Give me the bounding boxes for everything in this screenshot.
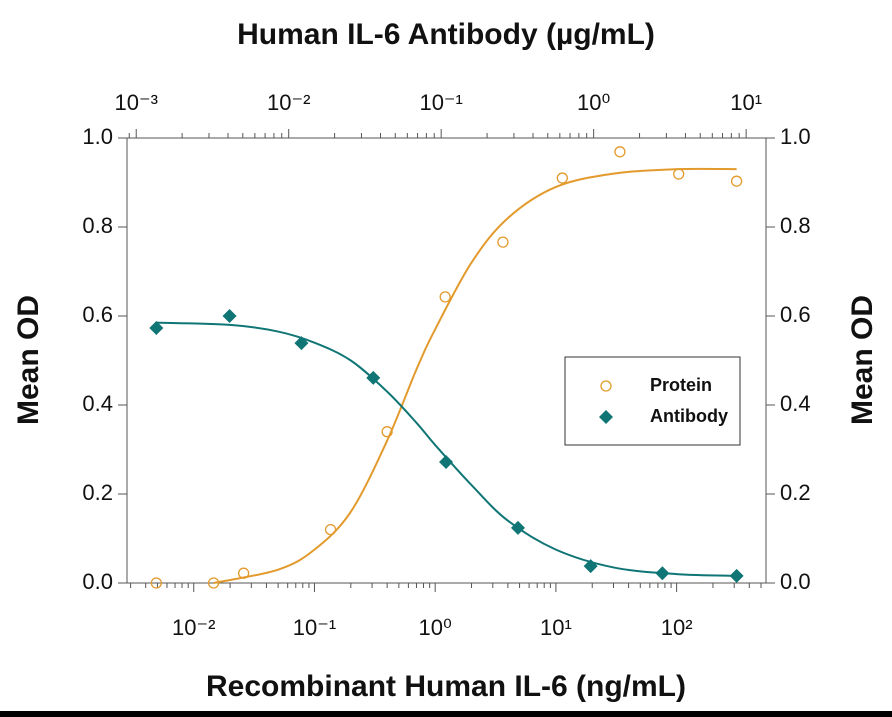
- point: [324, 523, 337, 536]
- y-tick-label: 0.0: [82, 569, 113, 594]
- legend-label: Protein: [650, 375, 712, 395]
- bottom-bar: [0, 711, 892, 717]
- y2-tick-label: 0.6: [780, 302, 811, 327]
- y2-axis-title: Mean OD: [846, 295, 879, 425]
- y2-tick-label: 1.0: [780, 124, 811, 149]
- point: [655, 566, 670, 581]
- x-tick-label: 10⁰: [419, 615, 452, 640]
- point: [583, 559, 598, 574]
- point: [600, 380, 612, 392]
- point: [497, 236, 509, 248]
- y2-tick-label: 0.2: [780, 480, 811, 505]
- y-axis-title: Mean OD: [12, 295, 45, 425]
- point: [149, 321, 164, 336]
- plot-frame: [126, 137, 767, 584]
- point: [614, 146, 626, 158]
- y-tick-label: 0.2: [82, 480, 113, 505]
- point: [366, 370, 381, 385]
- point: [439, 454, 454, 469]
- point: [599, 410, 613, 424]
- y-tick-label: 0.6: [82, 302, 113, 327]
- x2-tick-label: 10¹: [730, 90, 762, 115]
- point: [150, 577, 162, 589]
- x-axis-title: Recombinant Human IL-6 (ng/mL): [206, 670, 686, 703]
- y-tick-label: 0.4: [82, 391, 113, 416]
- point: [207, 577, 220, 589]
- y-tick-label: 0.8: [82, 213, 113, 238]
- top-axis-title: Human IL-6 Antibody (µg/mL): [237, 18, 655, 51]
- point: [222, 309, 237, 323]
- fit-curve: [156, 321, 737, 577]
- legend-box: [564, 356, 741, 446]
- y2-tick-label: 0.8: [780, 213, 811, 238]
- legend-label: Antibody: [650, 406, 728, 426]
- x2-tick-label: 10⁻¹: [419, 90, 462, 115]
- point: [237, 567, 250, 579]
- point: [510, 520, 525, 535]
- x-tick-label: 10¹: [540, 615, 572, 640]
- x2-tick-label: 10⁻²: [267, 90, 310, 115]
- point: [673, 168, 685, 180]
- y2-tick-label: 0.4: [780, 391, 811, 416]
- point: [556, 172, 568, 184]
- point: [729, 568, 744, 583]
- point: [730, 175, 743, 187]
- x2-tick-label: 10⁻³: [115, 90, 158, 115]
- x-tick-label: 10⁻¹: [293, 615, 336, 640]
- x2-tick-label: 10⁰: [577, 90, 610, 115]
- fit-curve: [213, 167, 737, 584]
- x-tick-label: 10²: [661, 615, 693, 640]
- point: [439, 291, 451, 303]
- y-tick-label: 1.0: [82, 124, 113, 149]
- y2-tick-label: 0.0: [780, 569, 811, 594]
- x-tick-label: 10⁻²: [172, 615, 215, 640]
- point: [381, 426, 393, 438]
- point: [294, 336, 309, 351]
